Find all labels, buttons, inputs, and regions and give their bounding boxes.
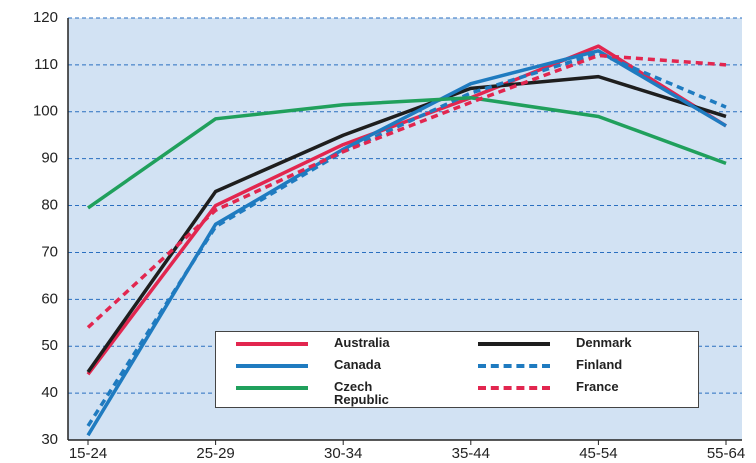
legend-swatch [478,342,550,346]
legend: Australia Denmark Canada Finland Czech Repub… [215,331,699,408]
legend-swatch [236,364,308,368]
y-tick-label: 120 [33,9,58,26]
legend-item: Canada [216,358,458,380]
series-line [86,53,727,329]
series-line [86,51,727,427]
legend-label: Czech Republic [334,379,389,407]
legend-label: France [576,379,619,394]
x-tick-label: 30-34 [324,445,362,462]
legend-label: Australia [334,335,390,350]
legend-item: Denmark [458,336,700,358]
legend-label: Canada [334,357,381,372]
legend-swatch [236,386,308,390]
series-line [86,74,727,374]
y-tick-label: 40 [41,384,58,401]
y-tick-label: 50 [41,337,58,354]
y-tick-label: 70 [41,243,58,260]
y-tick-label: 60 [41,290,58,307]
legend-label: Denmark [576,335,632,350]
legend-swatch [478,364,550,368]
legend-swatch [478,386,550,390]
y-tick-label: 30 [41,431,58,448]
legend-item: France [458,380,700,402]
y-tick-label: 80 [41,197,58,214]
legend-item: Australia [216,336,458,358]
x-tick-label: 45-54 [579,445,617,462]
x-tick-label: 25-29 [196,445,234,462]
series-line [86,44,727,376]
series-line [86,95,727,210]
x-tick-label: 35-44 [452,445,490,462]
x-tick-label: 15-24 [69,445,107,462]
y-tick-label: 90 [41,150,58,167]
legend-item: Finland [458,358,700,380]
legend-label: Finland [576,357,623,372]
legend-swatch [236,342,308,346]
x-tick-label: 55-64 [707,445,745,462]
y-tick-label: 110 [34,56,58,73]
legend-item: Czech Republic [216,380,458,406]
y-tick-label: 100 [33,103,58,120]
